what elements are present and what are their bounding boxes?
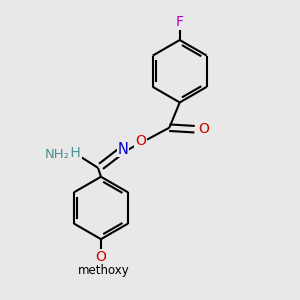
Text: O: O (198, 122, 209, 136)
Text: F: F (176, 15, 184, 29)
Text: N: N (118, 142, 129, 157)
Text: methoxy: methoxy (78, 264, 130, 277)
Text: NH₂: NH₂ (45, 148, 70, 161)
Text: NH: NH (61, 146, 82, 160)
Text: O: O (95, 250, 106, 264)
Text: O: O (135, 134, 146, 148)
